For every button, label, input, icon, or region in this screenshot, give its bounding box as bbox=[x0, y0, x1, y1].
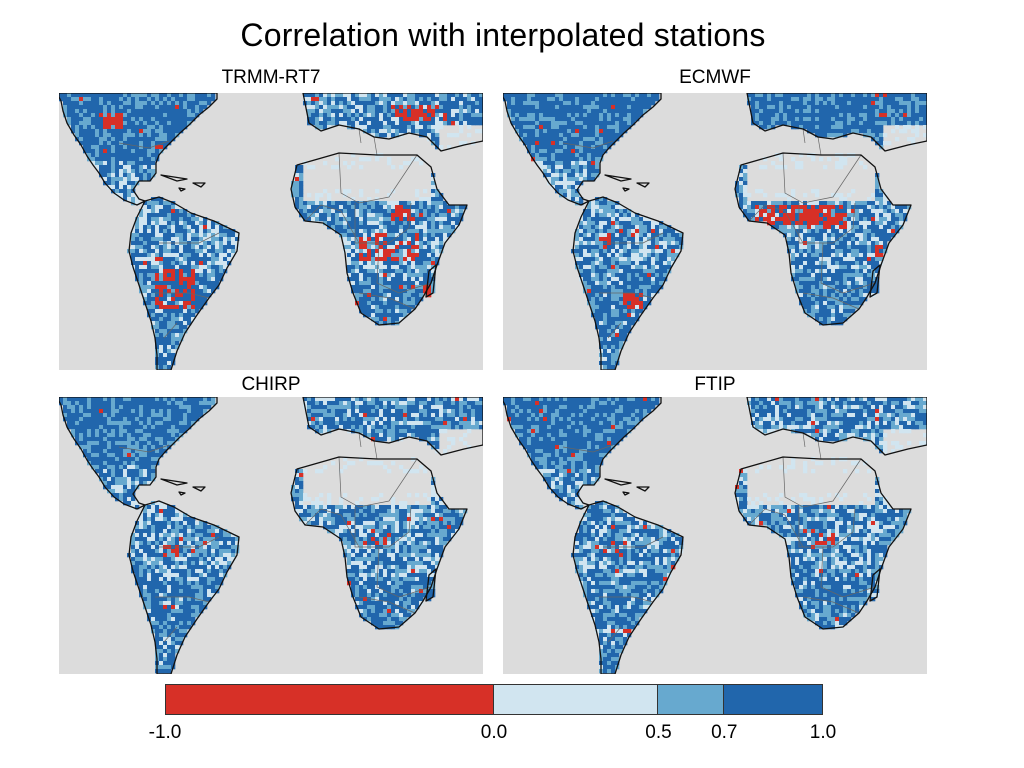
map-panel-chirp bbox=[59, 397, 483, 674]
colorbar-bin-high bbox=[723, 685, 822, 714]
panel-title-chirp: CHIRP bbox=[241, 374, 301, 395]
colorbar-tick-label: 1.0 bbox=[809, 722, 837, 743]
panel-title-trmm: TRMM-RT7 bbox=[221, 67, 321, 88]
colorbar-tick-label: -1.0 bbox=[148, 722, 182, 743]
colorbar bbox=[165, 684, 823, 715]
correlation-map-ftip bbox=[503, 397, 927, 674]
colorbar-bin-low bbox=[494, 685, 658, 714]
map-panel-trmm bbox=[59, 93, 483, 370]
map-panel-ftip bbox=[503, 397, 927, 674]
map-panel-ecmwf bbox=[503, 93, 927, 370]
figure-title: Correlation with interpolated stations bbox=[240, 17, 766, 53]
panel-title-ftip: FTIP bbox=[694, 374, 736, 395]
correlation-map-trmm bbox=[59, 93, 483, 370]
colorbar-tick-label: 0.0 bbox=[480, 722, 508, 743]
colorbar-tick-label: 0.7 bbox=[711, 722, 738, 743]
colorbar-tick-label: 0.5 bbox=[645, 722, 672, 743]
correlation-map-ecmwf bbox=[503, 93, 927, 370]
colorbar-bin-negative bbox=[166, 685, 494, 714]
panel-title-ecmwf: ECMWF bbox=[679, 67, 751, 88]
correlation-map-chirp bbox=[59, 397, 483, 674]
colorbar-bin-mid bbox=[658, 685, 724, 714]
